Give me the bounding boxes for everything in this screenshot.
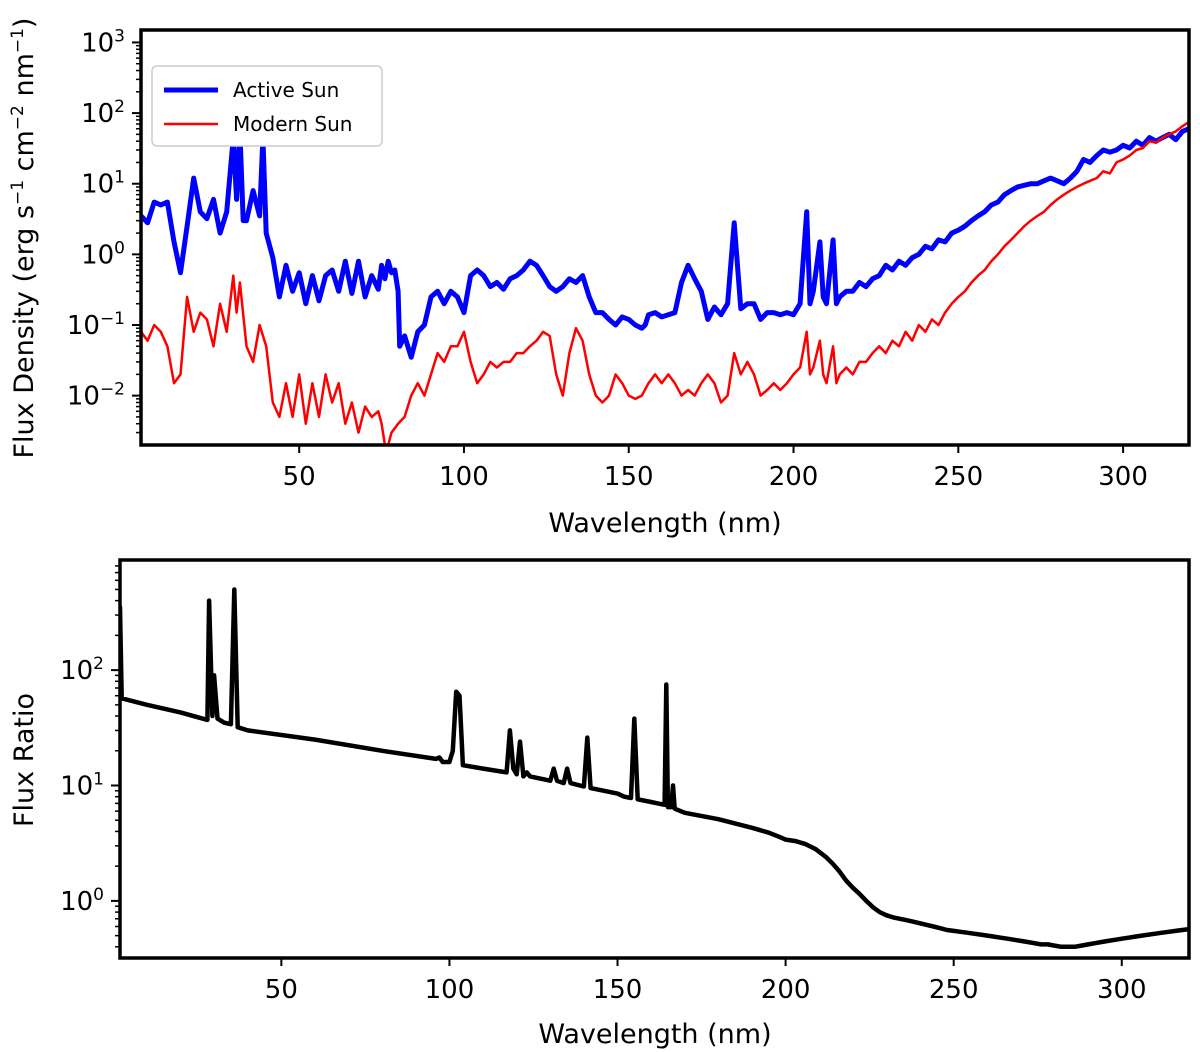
legend: Active Sun Modern Sun: [151, 65, 383, 147]
flux-density-panel: 50 100 150 200 250 300 10−2 10−1 100 101 102 103 W…: [8, 18, 1191, 539]
flux-density-plot-frame: [139, 28, 1191, 447]
legend-label-modern-sun: Modern Sun: [233, 112, 352, 136]
flux-ratio-x-tick-label: 50: [265, 975, 298, 1005]
flux-density-x-tick-label: 300: [1098, 462, 1148, 492]
flux-density-y-tick-label: 101: [81, 168, 125, 200]
flux-density-x-tick-label: 250: [933, 462, 983, 492]
flux-ratio-y-tick-label: 100: [60, 885, 104, 917]
flux-density-line-active-sun: [141, 126, 1189, 360]
flux-ratio-y-axis-label: Flux Ratio: [9, 693, 40, 827]
flux-density-y-tick-label: 10−2: [67, 380, 125, 412]
flux-ratio-x-tick-label: 200: [761, 975, 811, 1005]
legend-label-active-sun: Active Sun: [233, 78, 339, 102]
flux-ratio-line-flux-ratio: [120, 587, 1189, 950]
flux-density-y-axis-label: Flux Density (erg s−1 cm−2 nm−1): [8, 18, 40, 459]
flux-density-x-tick-label: 150: [604, 462, 654, 492]
flux-ratio-plot-frame: [118, 558, 1191, 960]
flux-density-x-tick-label: 200: [769, 462, 819, 492]
flux-density-y-tick-label: 102: [81, 97, 125, 129]
flux-ratio-x-tick-label: 300: [1097, 975, 1147, 1005]
flux-density-y-tick-label: 103: [81, 26, 125, 58]
flux-density-x-axis-label: Wavelength (nm): [548, 508, 781, 539]
flux-ratio-y-tick-label: 101: [60, 770, 104, 802]
flux-density-y-tick-label: 10−1: [67, 309, 125, 341]
flux-ratio-y-tick-label: 102: [60, 654, 104, 686]
flux-density-x-tick-label: 100: [439, 462, 489, 492]
flux-density-x-tick-label: 50: [283, 462, 316, 492]
flux-density-line-modern-sun: [141, 120, 1189, 445]
flux-ratio-x-tick-label: 150: [593, 975, 643, 1005]
flux-ratio-x-axis-label: Wavelength (nm): [538, 1019, 771, 1050]
legend-box: [151, 65, 383, 147]
flux-density-y-tick-label: 100: [81, 238, 125, 270]
flux-ratio-panel: 50 100 150 200 250 300 100 101 102 Wavelength (…: [9, 558, 1191, 1050]
flux-ratio-x-tick-label: 250: [929, 975, 979, 1005]
flux-ratio-x-tick-label: 100: [425, 975, 475, 1005]
